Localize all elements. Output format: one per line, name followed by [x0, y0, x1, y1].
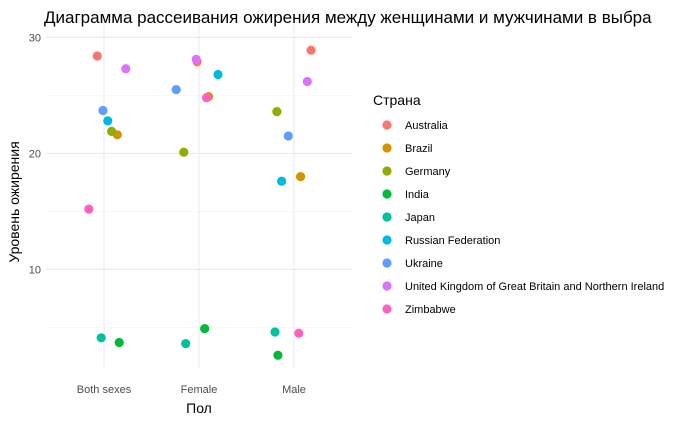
data-point: [171, 85, 181, 95]
data-point: [213, 69, 223, 80]
data-point: [272, 107, 282, 117]
x-axis-title: Пол: [186, 400, 212, 416]
data-point: [121, 64, 131, 74]
legend-key: [382, 166, 392, 176]
data-point: [283, 131, 293, 141]
legend-key: [382, 189, 392, 199]
data-point: [181, 339, 191, 349]
data-point: [92, 51, 102, 61]
legend-key: [382, 258, 392, 268]
data-point: [296, 172, 306, 182]
legend-key: [382, 143, 392, 153]
y-tick-label: 30: [29, 32, 41, 44]
legend-label: Zimbabwe: [405, 304, 456, 316]
legend-label: Australia: [405, 120, 449, 132]
data-point: [98, 105, 108, 116]
legend-key: [382, 304, 392, 314]
data-point: [273, 350, 283, 360]
data-point: [277, 176, 287, 186]
data-point: [179, 147, 189, 157]
legend-label: Japan: [405, 212, 435, 224]
data-point: [270, 327, 280, 337]
data-point: [114, 337, 124, 348]
legend-title: Страна: [373, 92, 421, 108]
legend-label: India: [405, 189, 430, 201]
legend-key: [382, 212, 392, 222]
x-tick-label: Both sexes: [77, 384, 132, 396]
data-point: [107, 126, 117, 136]
data-points: [84, 45, 316, 360]
data-point: [302, 76, 312, 87]
data-point: [306, 45, 316, 55]
x-tick-label: Female: [181, 384, 218, 396]
data-point: [103, 116, 113, 126]
y-axis-title: Уровень ожирения: [6, 141, 22, 262]
axes: 10 20 30 Both sexes Female Male: [29, 32, 306, 396]
legend-label: United Kingdom of Great Britain and Nort…: [405, 281, 664, 293]
x-tick-label: Male: [282, 384, 306, 396]
y-tick-label: 10: [29, 264, 41, 276]
legend-label: Germany: [405, 166, 451, 178]
legend-key: [382, 120, 392, 130]
data-point: [96, 333, 106, 343]
legend-label: Russian Federation: [405, 235, 500, 247]
legend-label: Brazil: [405, 143, 433, 155]
legend-label: Ukraine: [405, 258, 443, 270]
chart-title: Диаграмма рассеивания ожирения между жен…: [44, 8, 652, 27]
data-point: [84, 204, 94, 214]
grid-lines: [46, 20, 352, 368]
legend: Страна Australia Brazil Germany India Japan R…: [373, 92, 664, 316]
data-point: [191, 54, 201, 64]
legend-key: [382, 281, 392, 291]
data-point: [202, 93, 212, 103]
data-point: [200, 324, 210, 334]
legend-key: [382, 235, 392, 245]
y-tick-label: 20: [29, 148, 41, 160]
data-point: [294, 328, 304, 338]
